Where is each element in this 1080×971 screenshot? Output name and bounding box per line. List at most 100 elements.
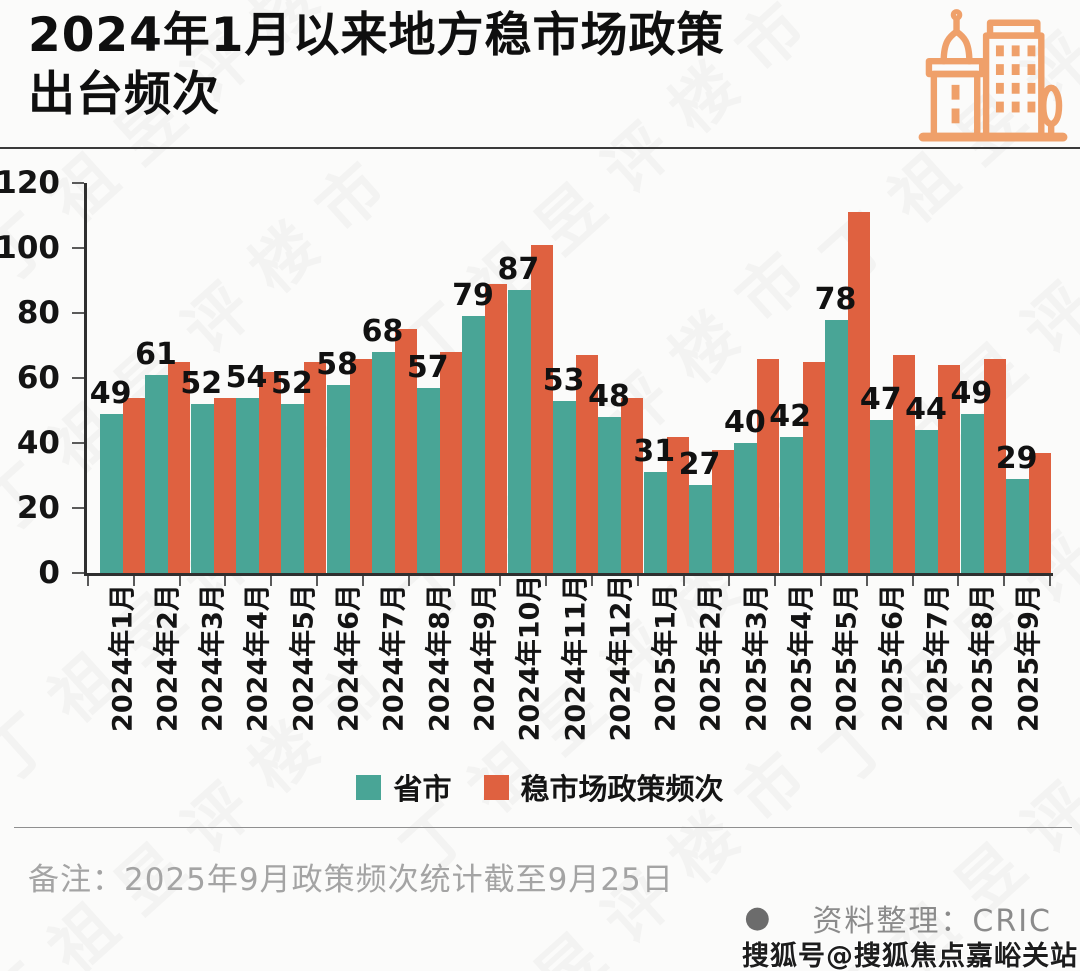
bar-value-label: 49 bbox=[89, 375, 132, 411]
bar-policy-frequency bbox=[258, 371, 281, 573]
x-axis-tick-label: 2024年4月 bbox=[242, 584, 274, 732]
x-axis-tick-label: 2024年5月 bbox=[288, 584, 320, 732]
windows bbox=[951, 45, 1036, 124]
bar-provinces bbox=[326, 384, 350, 573]
x-axis-tick-label: 2024年2月 bbox=[152, 584, 184, 732]
bar-value-label: 87 bbox=[497, 252, 540, 288]
y-axis-tick-label: 0 bbox=[38, 555, 60, 591]
x-axis-tick-label: 2024年1月 bbox=[107, 584, 138, 732]
bar-value-label: 68 bbox=[361, 314, 404, 349]
bar-policy-frequency bbox=[1029, 452, 1051, 573]
bar-policy-frequency bbox=[576, 355, 598, 573]
y-axis: 0 20 40 60 80 100 120 bbox=[0, 166, 84, 590]
x-axis-tick-label: 2025年4月 bbox=[786, 584, 818, 732]
x-axis-tick bbox=[728, 576, 731, 586]
x-axis-tick-label: 2024年8月 bbox=[424, 584, 456, 732]
bar-value-label: 78 bbox=[814, 281, 857, 317]
bar-provinces bbox=[417, 387, 441, 573]
x-axis-tick bbox=[87, 576, 89, 586]
x-axis-tick bbox=[819, 576, 822, 586]
bar-provinces bbox=[553, 400, 576, 573]
bar-policy-frequency bbox=[440, 352, 463, 573]
y-axis-tick bbox=[72, 442, 84, 444]
bar-value-label: 42 bbox=[769, 398, 812, 434]
x-axis-tick bbox=[636, 576, 639, 586]
bar-provinces bbox=[824, 319, 848, 573]
y-axis-tick-label: 40 bbox=[16, 425, 60, 461]
x-axis-tick bbox=[270, 576, 273, 586]
x-axis-tick bbox=[957, 576, 960, 586]
bar-provinces bbox=[235, 397, 259, 573]
dome bbox=[940, 28, 973, 65]
x-axis-tick bbox=[453, 576, 456, 586]
x-axis-tick-label: 2024年10月 bbox=[514, 574, 546, 742]
bar-value-label: 31 bbox=[633, 434, 676, 470]
bar-policy-frequency bbox=[394, 329, 417, 573]
bar-value-label: 58 bbox=[316, 346, 359, 382]
x-axis-tick bbox=[499, 576, 502, 586]
y-axis-tick bbox=[72, 182, 84, 184]
x-axis-tick-label: 2025年5月 bbox=[831, 584, 863, 732]
x-axis-tick bbox=[224, 576, 227, 586]
legend-label-policy-frequency: 稳市场政策频次 bbox=[520, 772, 724, 806]
left-building-outline bbox=[930, 70, 981, 140]
legend-swatch-policy-frequency bbox=[483, 774, 509, 800]
bar-value-label: 29 bbox=[995, 440, 1038, 476]
bar-policy-frequency bbox=[168, 361, 191, 573]
spire-ball bbox=[950, 9, 963, 21]
bar-value-label: 79 bbox=[452, 278, 494, 314]
x-axis-tick-label: 2025年2月 bbox=[695, 584, 727, 732]
x-axis-tick bbox=[1049, 576, 1051, 586]
bullet-icon: ● bbox=[744, 900, 771, 935]
bar-value-label: 27 bbox=[678, 447, 721, 483]
y-axis-tick-label: 60 bbox=[16, 360, 60, 396]
bar-value-label: 61 bbox=[135, 336, 177, 372]
bar-value-label: 52 bbox=[270, 366, 313, 401]
bar-policy-frequency bbox=[213, 397, 236, 573]
y-axis-tick-label: 20 bbox=[16, 490, 60, 526]
bar-provinces bbox=[779, 436, 803, 573]
legend-swatch-provinces bbox=[356, 774, 382, 800]
x-axis-tick bbox=[1003, 576, 1006, 586]
x-axis-tick-label: 2024年6月 bbox=[333, 584, 365, 732]
title-divider bbox=[0, 147, 1080, 149]
bar-provinces bbox=[915, 430, 939, 573]
x-axis-tick-label: 2025年9月 bbox=[1013, 584, 1044, 732]
x-axis-tick-label: 2025年3月 bbox=[741, 584, 773, 732]
x-axis-tick bbox=[590, 576, 593, 586]
x-axis-tick-label: 2024年7月 bbox=[378, 584, 410, 732]
footer-divider bbox=[14, 827, 1072, 828]
x-axis-tick-label: 2025年1月 bbox=[650, 584, 682, 732]
bar-provinces bbox=[371, 352, 395, 573]
bar-value-label: 47 bbox=[859, 382, 902, 418]
tree-crown bbox=[1040, 84, 1063, 128]
y-axis-tick-label: 120 bbox=[0, 165, 60, 201]
page-title-line2: 出台频次 bbox=[28, 67, 220, 122]
bar-provinces bbox=[960, 413, 984, 573]
bar-policy-frequency bbox=[757, 358, 780, 573]
bar-policy-frequency bbox=[621, 397, 644, 573]
bar-provinces bbox=[190, 404, 214, 573]
bar-value-label: 54 bbox=[225, 359, 268, 395]
page-title: 2024年1月以来地方稳市场政策 出台频次 bbox=[28, 6, 908, 124]
x-axis-labels: 2024年1月 2024年2月 2024年3月 2024年4月 2024年5月 2024年… bbox=[84, 575, 1050, 742]
x-axis-tick bbox=[407, 576, 410, 586]
plot-area: 49 61 52 54 52 58 68 57 79 87 53 48 31 27 40 42 78 47 44 49… bbox=[84, 183, 1053, 586]
x-axis-tick bbox=[132, 576, 135, 586]
left-building-cap bbox=[925, 57, 986, 78]
x-axis-tick-label: 2025年6月 bbox=[877, 584, 909, 732]
x-axis-tick-label: 2025年8月 bbox=[967, 584, 999, 732]
legend: 省市 稳市场政策频次 bbox=[0, 766, 1080, 808]
bar-value-label: 49 bbox=[950, 375, 993, 411]
y-axis-tick bbox=[72, 312, 84, 314]
bar-policy-frequency bbox=[485, 283, 508, 573]
y-axis-tick bbox=[72, 572, 84, 574]
bar-provinces bbox=[100, 413, 123, 573]
x-axis-tick-label: 2025年7月 bbox=[922, 584, 954, 732]
bar-provinces bbox=[1006, 478, 1029, 573]
bar-policy-frequency bbox=[530, 244, 553, 573]
bar-provinces bbox=[462, 316, 486, 573]
bar-policy-frequency bbox=[666, 436, 689, 573]
x-axis-tick-label: 2024年9月 bbox=[469, 584, 501, 732]
